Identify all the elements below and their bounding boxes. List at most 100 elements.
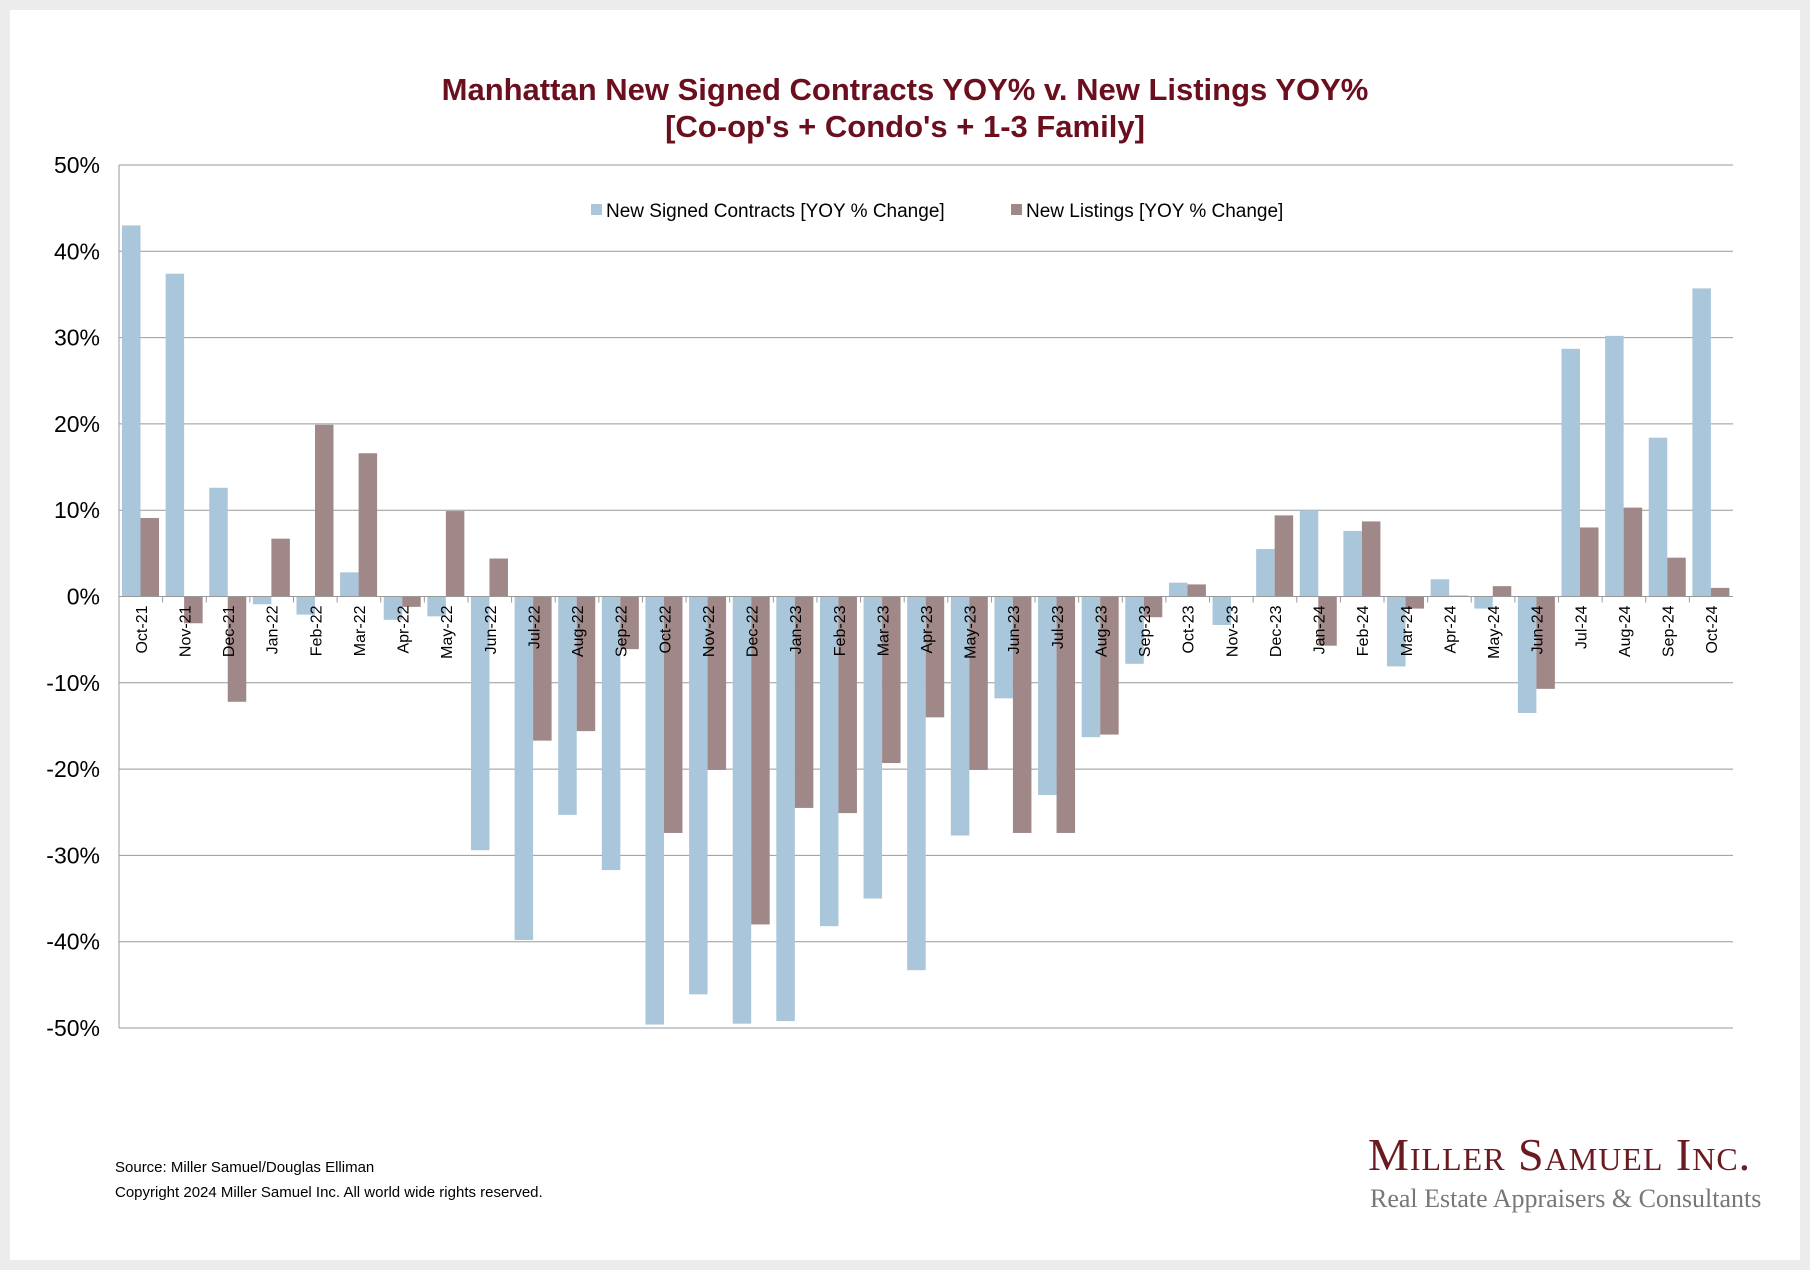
listings-bar	[402, 596, 421, 607]
listings-bar	[358, 453, 378, 597]
contracts-bar	[689, 596, 708, 995]
contracts-bar	[122, 225, 141, 597]
chart-card	[10, 10, 1800, 1260]
listings-bar	[1274, 515, 1294, 597]
x-tick-label: May-24	[1486, 605, 1503, 658]
x-tick-label: Aug-24	[1617, 605, 1634, 657]
listings-bar	[140, 517, 159, 597]
chart-subtitle: [Co-op's + Condo's + 1-3 Family]	[665, 109, 1145, 144]
listings-bar	[969, 596, 988, 770]
legend-swatch	[1011, 204, 1022, 215]
contracts-bar	[1517, 596, 1537, 714]
y-tick-label: 20%	[54, 411, 100, 437]
contracts-bar	[732, 596, 752, 1024]
contracts-bar	[165, 273, 185, 597]
contracts-bar	[252, 596, 272, 605]
x-tick-label: Nov-21	[177, 605, 194, 657]
contracts-bar	[819, 596, 839, 927]
x-tick-label: Sep-23	[1137, 605, 1154, 657]
listings-bar	[1580, 527, 1599, 597]
x-tick-label: Nov-23	[1224, 605, 1241, 657]
x-tick-label: Sep-24	[1661, 605, 1678, 657]
y-tick-label: 0%	[67, 584, 100, 610]
legend-label: New Signed Contracts [YOY % Change]	[606, 201, 945, 222]
listings-bar	[1405, 596, 1425, 609]
x-tick-label: Dec-22	[745, 605, 762, 657]
y-tick-label: -20%	[46, 756, 100, 782]
y-tick-label: 10%	[54, 497, 100, 523]
y-tick-label: -10%	[46, 670, 100, 696]
x-tick-label: Jan-23	[788, 605, 805, 654]
contracts-bar	[1474, 596, 1493, 609]
x-tick-label: May-23	[963, 605, 980, 658]
x-tick-label: Aug-23	[1093, 605, 1110, 657]
contracts-bar	[994, 596, 1013, 699]
listings-bar	[1492, 586, 1512, 597]
contracts-bar	[863, 596, 883, 899]
x-tick-label: Dec-23	[1268, 605, 1285, 657]
source-note: Source: Miller Samuel/Douglas Elliman	[115, 1159, 375, 1176]
contracts-bar	[1692, 288, 1711, 597]
contracts-bar	[1387, 596, 1406, 667]
contracts-bar	[1605, 335, 1624, 597]
contracts-bar	[1343, 530, 1362, 597]
x-tick-label: Nov-22	[701, 605, 718, 657]
listings-bar	[314, 424, 334, 597]
y-tick-label: 30%	[54, 325, 100, 351]
x-tick-label: Jun-22	[483, 605, 500, 654]
company-logo: Miller Samuel Inc.	[1368, 1129, 1752, 1180]
contracts-bar	[1299, 510, 1319, 597]
listings-bar	[794, 596, 814, 808]
contracts-bar	[558, 596, 577, 815]
chart-title: Manhattan New Signed Contracts YOY% v. N…	[441, 72, 1369, 107]
contracts-bar	[470, 596, 490, 851]
listings-bar	[707, 596, 727, 770]
contracts-bar	[776, 596, 795, 1022]
contracts-bar	[907, 596, 926, 971]
contracts-bar	[1212, 596, 1232, 625]
contracts-bar	[427, 596, 446, 617]
contracts-bar	[340, 572, 359, 597]
listings-bar	[1536, 596, 1555, 689]
listings-bar	[751, 596, 770, 925]
listings-bar	[1623, 507, 1643, 597]
listings-bar	[1056, 596, 1076, 833]
x-tick-label: Apr-22	[396, 605, 413, 653]
contracts-bar	[1038, 596, 1057, 795]
listings-bar	[1100, 596, 1119, 735]
listings-bar	[533, 596, 552, 741]
x-tick-label: Jan-22	[265, 605, 282, 654]
x-tick-label: Feb-24	[1355, 605, 1372, 656]
x-tick-label: Mar-24	[1399, 605, 1416, 656]
y-tick-label: -40%	[46, 929, 100, 955]
contracts-bar	[601, 596, 621, 871]
contracts-bar	[1256, 549, 1275, 597]
x-tick-label: Dec-21	[221, 605, 238, 657]
listings-bar	[576, 596, 596, 732]
copyright-note: Copyright 2024 Miller Samuel Inc. All wo…	[115, 1184, 543, 1201]
contracts-bar	[383, 596, 403, 620]
x-tick-label: Oct-22	[657, 605, 674, 653]
x-tick-label: Apr-24	[1442, 605, 1459, 653]
x-tick-label: Oct-23	[1181, 605, 1198, 653]
x-tick-label: Oct-24	[1704, 605, 1721, 653]
contracts-bar	[645, 596, 664, 1025]
x-tick-label: Sep-22	[614, 605, 631, 657]
listings-bar	[227, 596, 247, 702]
listings-bar	[925, 596, 945, 718]
y-tick-label: -30%	[46, 842, 100, 868]
y-tick-label: -50%	[46, 1015, 100, 1041]
contracts-bar	[296, 596, 315, 615]
legend-swatch	[591, 204, 602, 215]
listings-bar	[445, 511, 465, 597]
listings-bar	[838, 596, 857, 814]
listings-bar	[1361, 521, 1381, 597]
listings-bar	[1710, 587, 1730, 597]
listings-bar	[489, 558, 508, 597]
company-tagline: Real Estate Appraisers & Consultants	[1370, 1184, 1762, 1213]
listings-bar	[1667, 557, 1686, 597]
x-tick-label: Feb-23	[832, 605, 849, 656]
listings-bar	[1143, 596, 1163, 618]
listings-bar	[1187, 584, 1206, 597]
y-tick-label: 40%	[54, 238, 100, 264]
